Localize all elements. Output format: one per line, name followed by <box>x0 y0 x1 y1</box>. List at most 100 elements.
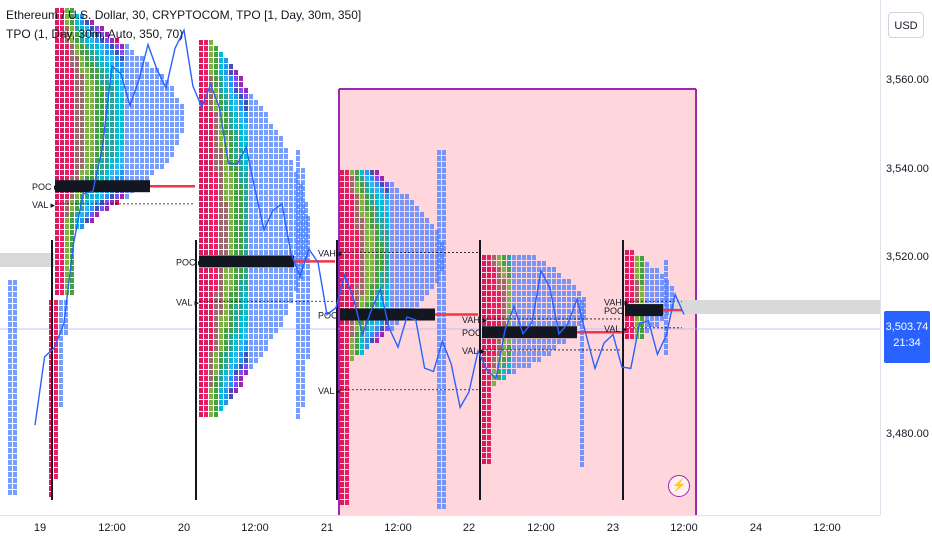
tpo-block <box>70 134 74 139</box>
tpo-block <box>80 86 84 91</box>
tpo-block <box>105 68 109 73</box>
tpo-block <box>289 184 293 189</box>
tpo-block <box>487 399 491 404</box>
tpo-block <box>219 334 223 339</box>
tpo-block <box>204 166 208 171</box>
tpo-block <box>209 70 213 75</box>
tpo-block <box>542 339 546 344</box>
tpo-block <box>135 146 139 151</box>
tpo-block <box>13 316 17 321</box>
tpo-block <box>522 285 526 290</box>
tpo-block <box>204 124 208 129</box>
tpo-block <box>425 242 429 247</box>
tpo-block <box>577 321 581 326</box>
tpo-block <box>269 166 273 171</box>
tpo-block <box>655 316 659 321</box>
tpo-block <box>284 274 288 279</box>
tpo-block <box>365 290 369 295</box>
tpo-block <box>219 94 223 99</box>
tpo-block <box>234 280 238 285</box>
tpo-block <box>13 478 17 483</box>
tpo-block <box>355 236 359 241</box>
tpo-block <box>502 369 506 374</box>
tpo-block <box>234 292 238 297</box>
tpo-block <box>437 264 441 269</box>
tpo-block <box>95 56 99 61</box>
currency-button[interactable]: USD <box>888 12 924 38</box>
tpo-block <box>54 396 58 401</box>
tpo-block <box>437 450 441 455</box>
tpo-block <box>8 406 12 411</box>
tpo-block <box>567 285 571 290</box>
tpo-block <box>345 500 349 505</box>
tpo-block <box>65 86 69 91</box>
tpo-block <box>375 200 379 205</box>
tpo-block <box>269 226 273 231</box>
tpo-block <box>655 268 659 273</box>
tpo-block <box>264 280 268 285</box>
lightning-icon[interactable]: ⚡ <box>668 475 690 497</box>
tpo-block <box>395 278 399 283</box>
tpo-block <box>204 370 208 375</box>
tpo-block <box>199 394 203 399</box>
tpo-block <box>405 200 409 205</box>
indicator-title[interactable]: TPO (1, Day, 30m, Auto, 350, 70) <box>6 27 184 41</box>
tpo-block <box>254 346 258 351</box>
tpo-block <box>140 116 144 121</box>
time-axis[interactable] <box>0 515 880 550</box>
tpo-block <box>125 158 129 163</box>
tpo-block <box>65 224 69 229</box>
tpo-block <box>170 128 174 133</box>
tpo-block <box>219 238 223 243</box>
chart-canvas[interactable]: POC ▸VAL ▸POC ▸VAL ▸POC ▸VAL ▸VAH ▸POC ▸… <box>0 0 880 515</box>
time-tick: 12:00 <box>241 522 269 534</box>
tpo-block <box>562 279 566 284</box>
tpo-block <box>410 278 414 283</box>
tpo-block <box>547 345 551 350</box>
tpo-block <box>625 280 629 285</box>
tpo-block <box>209 346 213 351</box>
tpo-block <box>345 404 349 409</box>
tpo-block <box>135 80 139 85</box>
tpo-block <box>224 154 228 159</box>
tpo-block <box>370 320 374 325</box>
tpo-block <box>580 426 584 431</box>
chart-pane[interactable]: POC ▸ VAL ▸ POC ▸ VAL ▸ POC ▸ VAL ▸ VAH ▸ POC ▸… <box>0 0 880 515</box>
tpo-block <box>259 346 263 351</box>
tpo-block <box>60 242 64 247</box>
tpo-block <box>437 270 441 275</box>
vah-label: VAH ▸ <box>462 315 487 325</box>
tpo-block <box>264 244 268 249</box>
tpo-block <box>345 296 349 301</box>
tpo-block <box>55 224 59 229</box>
tpo-block <box>492 357 496 362</box>
tpo-block <box>625 274 629 279</box>
tpo-block <box>254 184 258 189</box>
tpo-block <box>229 106 233 111</box>
tpo-block <box>296 342 300 347</box>
tpo-block <box>415 278 419 283</box>
tpo-block <box>279 310 283 315</box>
tpo-block <box>224 112 228 117</box>
tpo-block <box>160 146 164 151</box>
tpo-block <box>340 260 344 265</box>
tpo-block <box>100 50 104 55</box>
tpo-block <box>415 296 419 301</box>
tpo-block <box>370 194 374 199</box>
tpo-block <box>296 162 300 167</box>
tpo-block <box>239 238 243 243</box>
tpo-block <box>664 296 668 301</box>
price-axis[interactable] <box>880 0 932 515</box>
tpo-block <box>400 218 404 223</box>
tpo-block <box>296 282 300 287</box>
tpo-block <box>430 230 434 235</box>
tpo-block <box>360 218 364 223</box>
tpo-block <box>209 46 213 51</box>
tpo-block <box>204 388 208 393</box>
tpo-block <box>209 232 213 237</box>
tpo-block <box>630 316 634 321</box>
tpo-block <box>8 286 12 291</box>
tpo-block <box>54 420 58 425</box>
tpo-block <box>380 260 384 265</box>
tpo-block <box>580 456 584 461</box>
